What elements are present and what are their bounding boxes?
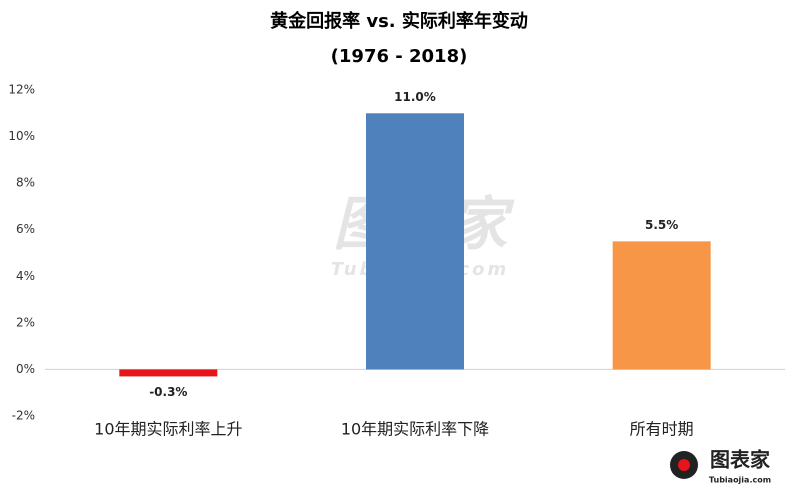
bar xyxy=(612,241,711,370)
y-tick-label: 6% xyxy=(16,222,35,236)
y-tick-label: 12% xyxy=(8,83,35,97)
y-tick-label: 0% xyxy=(16,362,35,376)
chart-title: 黄金回报率 vs. 实际利率年变动 xyxy=(270,10,528,32)
bar xyxy=(366,113,464,370)
logo-text: 图表家 xyxy=(710,448,771,472)
bar xyxy=(119,369,218,377)
value-label: 11.0% xyxy=(394,90,436,104)
value-label: -0.3% xyxy=(149,385,187,399)
logo-url: Tubiaojia.com xyxy=(709,476,771,485)
y-tick-label: 2% xyxy=(16,315,35,329)
chart-subtitle: (1976 - 2018) xyxy=(331,46,468,67)
y-tick-label: 10% xyxy=(8,129,35,143)
value-label: 5.5% xyxy=(645,218,678,232)
logo-icon-dot xyxy=(678,459,690,471)
y-tick-label: 4% xyxy=(16,269,35,283)
x-tick-label: 10年期实际利率上升 xyxy=(94,420,242,439)
y-tick-label: 8% xyxy=(16,176,35,190)
y-tick-label: -2% xyxy=(12,409,35,423)
x-tick-label: 10年期实际利率下降 xyxy=(341,420,489,439)
x-tick-label: 所有时期 xyxy=(630,420,694,439)
